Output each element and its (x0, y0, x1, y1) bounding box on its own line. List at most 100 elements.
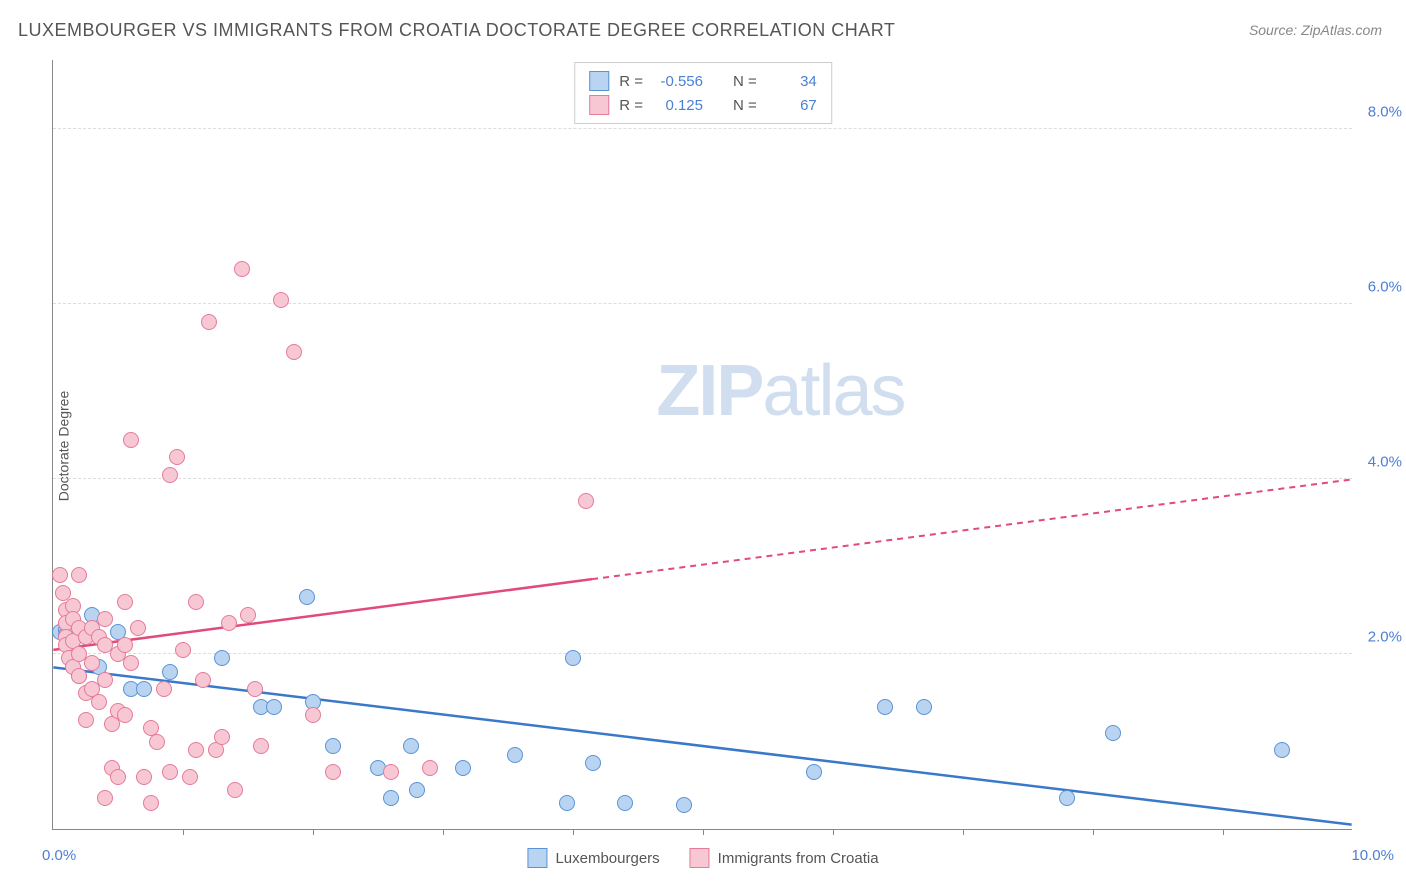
x-tick (573, 829, 574, 835)
plot-area: ZIPatlas 2.0%4.0%6.0%8.0% (52, 60, 1352, 830)
scatter-point (234, 261, 250, 277)
scatter-point (175, 642, 191, 658)
legend-label-series-2: Immigrants from Croatia (718, 850, 879, 867)
scatter-point (149, 734, 165, 750)
watermark-bold: ZIP (656, 351, 762, 431)
x-tick (963, 829, 964, 835)
x-tick (313, 829, 314, 835)
scatter-point (143, 795, 159, 811)
scatter-point (585, 755, 601, 771)
scatter-point (1059, 790, 1075, 806)
scatter-point (409, 782, 425, 798)
scatter-point (403, 738, 419, 754)
scatter-point (422, 760, 438, 776)
scatter-point (169, 449, 185, 465)
legend-r-label: R = (619, 73, 643, 90)
scatter-point (455, 760, 471, 776)
scatter-point (247, 681, 263, 697)
scatter-point (123, 655, 139, 671)
legend-row-series-2: R = 0.125 N = 67 (589, 93, 817, 117)
chart-container: LUXEMBOURGER VS IMMIGRANTS FROM CROATIA … (0, 0, 1406, 892)
scatter-point (78, 712, 94, 728)
x-axis-max-label: 10.0% (1351, 847, 1394, 864)
legend-n-value-1: 34 (767, 73, 817, 90)
scatter-point (97, 790, 113, 806)
scatter-point (221, 615, 237, 631)
legend-n-label: N = (733, 73, 757, 90)
x-tick (1093, 829, 1094, 835)
legend-swatch-series-2 (589, 95, 609, 115)
scatter-point (110, 769, 126, 785)
legend-n-value-2: 67 (767, 97, 817, 114)
scatter-point (195, 672, 211, 688)
scatter-point (71, 567, 87, 583)
legend-r-value-2: 0.125 (653, 97, 703, 114)
scatter-point (1274, 742, 1290, 758)
scatter-point (156, 681, 172, 697)
scatter-point (97, 611, 113, 627)
scatter-point (91, 694, 107, 710)
y-tick-label: 8.0% (1368, 104, 1402, 121)
legend-swatch-series-1 (589, 71, 609, 91)
y-tick-label: 2.0% (1368, 629, 1402, 646)
x-tick (703, 829, 704, 835)
scatter-point (227, 782, 243, 798)
scatter-point (877, 699, 893, 715)
watermark: ZIPatlas (656, 350, 904, 432)
grid-line (53, 128, 1352, 129)
legend-label-series-1: Luxembourgers (555, 850, 659, 867)
scatter-point (240, 607, 256, 623)
scatter-point (188, 742, 204, 758)
scatter-point (383, 790, 399, 806)
scatter-point (117, 594, 133, 610)
grid-line (53, 478, 1352, 479)
legend-row-series-1: R = -0.556 N = 34 (589, 69, 817, 93)
legend-correlation-box: R = -0.556 N = 34 R = 0.125 N = 67 (574, 62, 832, 124)
scatter-point (214, 729, 230, 745)
scatter-point (136, 769, 152, 785)
scatter-point (123, 432, 139, 448)
x-axis-min-label: 0.0% (42, 847, 76, 864)
source-label: Source: (1249, 22, 1301, 38)
scatter-point (71, 668, 87, 684)
x-tick (443, 829, 444, 835)
source-attribution: Source: ZipAtlas.com (1249, 22, 1382, 38)
x-tick (183, 829, 184, 835)
scatter-point (266, 699, 282, 715)
legend-n-label: N = (733, 97, 757, 114)
scatter-point (136, 681, 152, 697)
x-tick (833, 829, 834, 835)
scatter-point (162, 467, 178, 483)
scatter-point (97, 672, 113, 688)
scatter-point (162, 764, 178, 780)
scatter-point (617, 795, 633, 811)
watermark-light: atlas (762, 351, 904, 431)
source-link[interactable]: ZipAtlas.com (1301, 22, 1382, 38)
grid-line (53, 303, 1352, 304)
scatter-point (916, 699, 932, 715)
scatter-point (325, 738, 341, 754)
scatter-point (507, 747, 523, 763)
y-tick-label: 6.0% (1368, 279, 1402, 296)
scatter-point (273, 292, 289, 308)
scatter-point (565, 650, 581, 666)
scatter-point (84, 655, 100, 671)
trend-lines-svg (53, 60, 1352, 829)
legend-r-value-1: -0.556 (653, 73, 703, 90)
scatter-point (188, 594, 204, 610)
scatter-point (52, 567, 68, 583)
scatter-point (305, 707, 321, 723)
legend-swatch-series-1 (527, 848, 547, 868)
scatter-point (299, 589, 315, 605)
chart-title: LUXEMBOURGER VS IMMIGRANTS FROM CROATIA … (18, 20, 895, 41)
scatter-point (559, 795, 575, 811)
scatter-point (806, 764, 822, 780)
legend-swatch-series-2 (690, 848, 710, 868)
legend-series-names: Luxembourgers Immigrants from Croatia (527, 848, 878, 868)
scatter-point (182, 769, 198, 785)
scatter-point (117, 707, 133, 723)
legend-r-label: R = (619, 97, 643, 114)
scatter-point (1105, 725, 1121, 741)
scatter-point (286, 344, 302, 360)
x-tick (1223, 829, 1224, 835)
